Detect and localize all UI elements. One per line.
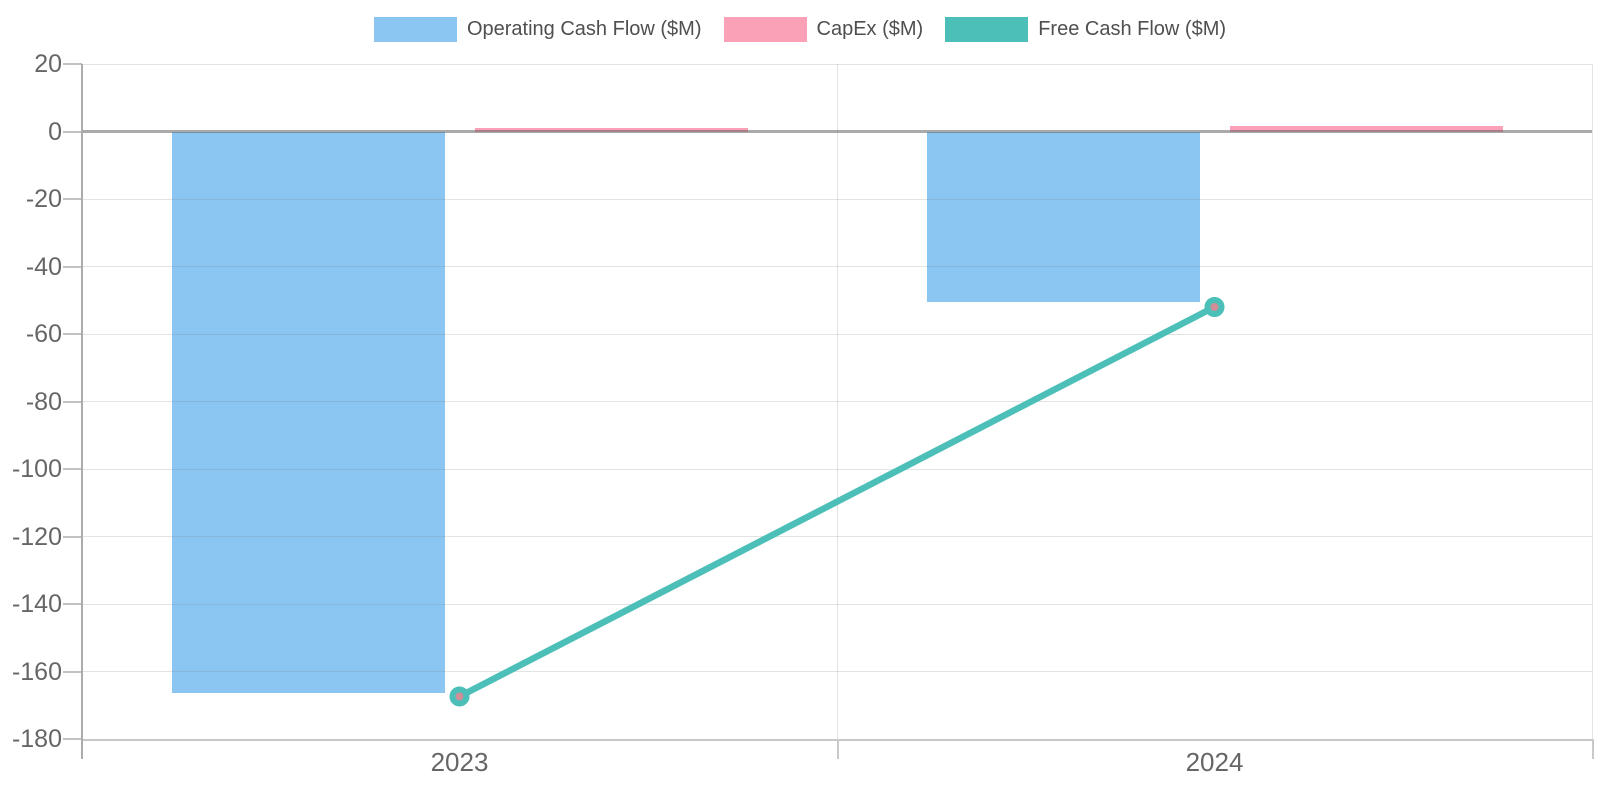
y-axis-tick bbox=[63, 333, 82, 335]
y-axis-tick bbox=[63, 400, 82, 403]
bar-capex-2023 bbox=[474, 128, 748, 132]
x-axis-tick bbox=[1591, 739, 1594, 759]
y-axis-tick bbox=[63, 468, 82, 470]
y-axis-tick-label: -80 bbox=[25, 387, 62, 416]
y-axis-tick-label: -120 bbox=[11, 522, 62, 551]
gridline-x-1 bbox=[1592, 64, 1593, 739]
bar-operating-cash-flow-2023 bbox=[171, 131, 445, 694]
y-axis-tick-label: 0 bbox=[48, 117, 62, 146]
y-axis-tick-label: -20 bbox=[25, 185, 62, 213]
legend-label-capex: CapEx ($M) bbox=[816, 18, 924, 40]
y-axis-tick-label: -60 bbox=[25, 320, 62, 348]
legend-label-free-cash-flow: Free Cash Flow ($M) bbox=[1038, 18, 1227, 40]
y-axis-tick bbox=[63, 535, 82, 538]
y-axis-tick bbox=[63, 603, 82, 605]
gridline-y-0 bbox=[82, 130, 1592, 133]
chart-legend: Operating Cash Flow ($M) CapEx ($M) Free… bbox=[0, 17, 1600, 42]
data-point-2023 bbox=[449, 686, 470, 707]
legend-swatch-operating-cash-flow bbox=[373, 17, 457, 42]
gridline-x-0 bbox=[837, 64, 838, 739]
bar-operating-cash-flow-2024 bbox=[926, 131, 1200, 302]
legend-swatch-capex bbox=[723, 17, 807, 42]
y-axis-tick-label: -140 bbox=[11, 590, 62, 618]
legend-label-operating-cash-flow: Operating Cash Flow ($M) bbox=[466, 18, 702, 40]
data-point-2024 bbox=[1204, 297, 1225, 317]
y-axis-tick-label: -40 bbox=[25, 252, 62, 281]
y-axis-tick-label: -180 bbox=[11, 725, 62, 753]
x-axis-tick bbox=[836, 739, 839, 759]
y-axis-tick-label: -160 bbox=[11, 657, 62, 686]
legend-item-operating-cash-flow[interactable]: Operating Cash Flow ($M) bbox=[373, 17, 702, 42]
legend-item-free-cash-flow[interactable]: Free Cash Flow ($M) bbox=[945, 17, 1226, 42]
y-axis-tick bbox=[63, 738, 82, 740]
legend-swatch-free-cash-flow bbox=[945, 17, 1029, 42]
gridline-y--40 bbox=[82, 266, 1592, 267]
y-axis-tick bbox=[63, 265, 82, 268]
y-axis-tick bbox=[63, 130, 82, 133]
x-axis-label-2024: 2024 bbox=[1185, 747, 1244, 777]
y-axis-tick-label: -100 bbox=[11, 455, 62, 483]
bar-capex-2024 bbox=[1229, 126, 1503, 132]
x-axis-label-2023: 2023 bbox=[430, 747, 489, 777]
y-axis-tick bbox=[63, 670, 82, 673]
y-axis-line bbox=[81, 64, 83, 759]
legend-item-capex[interactable]: CapEx ($M) bbox=[723, 17, 924, 42]
gridline-y--20 bbox=[82, 198, 1592, 200]
y-axis-tick-label: 20 bbox=[34, 50, 62, 78]
gridline-y-20 bbox=[82, 63, 1592, 65]
y-axis-tick bbox=[63, 198, 82, 200]
y-axis-tick bbox=[63, 63, 82, 65]
